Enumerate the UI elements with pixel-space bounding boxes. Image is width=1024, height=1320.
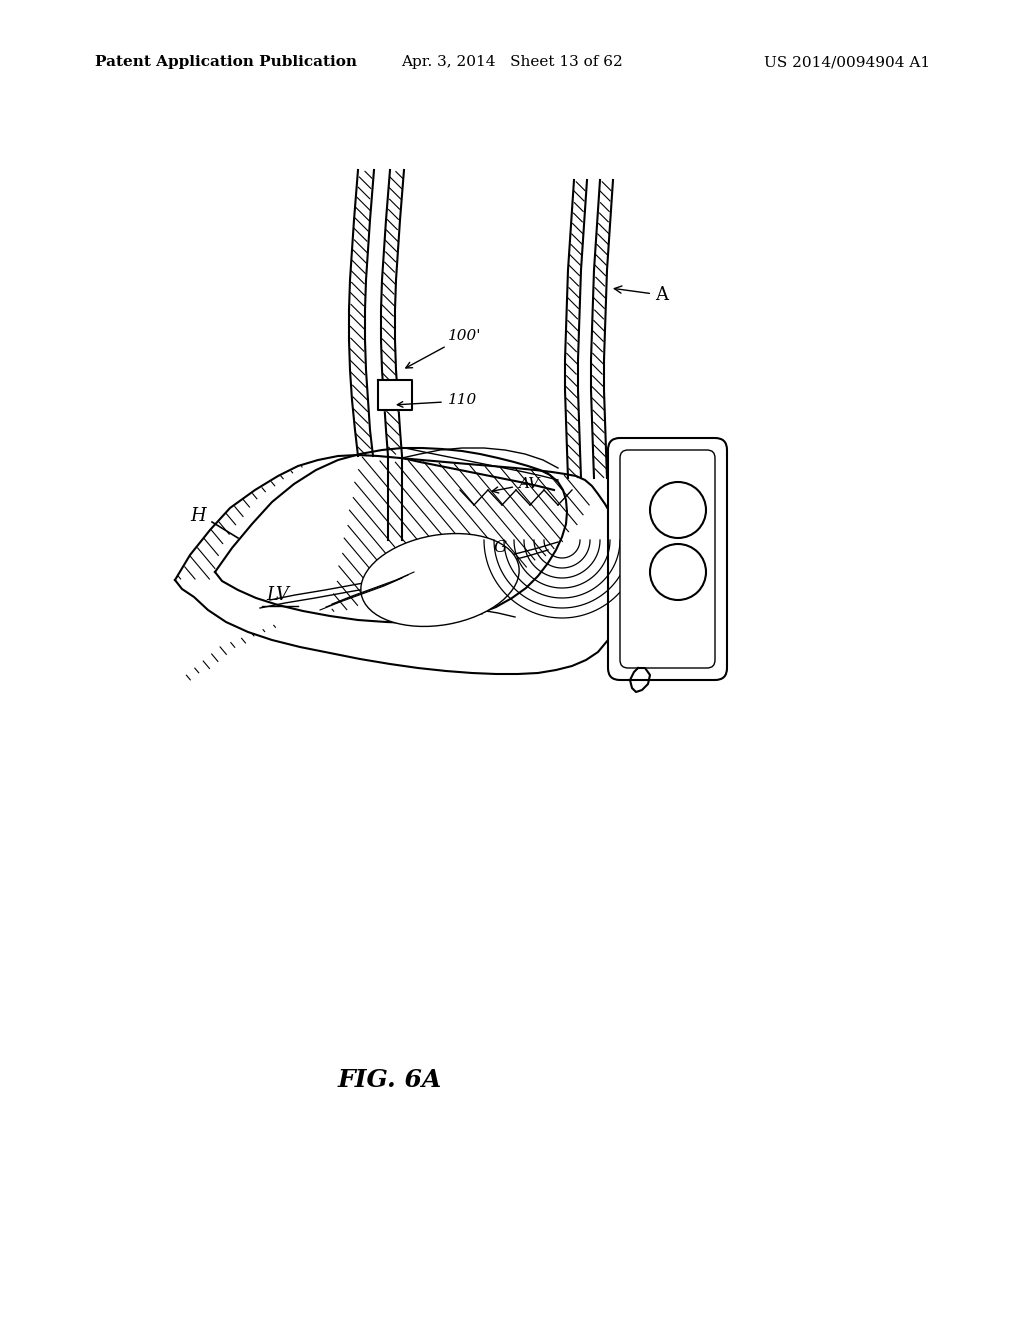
Ellipse shape <box>360 533 519 627</box>
Circle shape <box>650 544 706 601</box>
FancyBboxPatch shape <box>608 438 727 680</box>
Text: G: G <box>494 540 507 557</box>
Text: Apr. 3, 2014   Sheet 13 of 62: Apr. 3, 2014 Sheet 13 of 62 <box>401 55 623 69</box>
Text: FIG. 6A: FIG. 6A <box>338 1068 442 1092</box>
FancyBboxPatch shape <box>620 450 715 668</box>
Text: Patent Application Publication: Patent Application Publication <box>95 55 357 69</box>
Text: 100': 100' <box>406 329 481 368</box>
Text: LV: LV <box>266 586 290 605</box>
Text: A: A <box>614 286 668 304</box>
Circle shape <box>650 482 706 539</box>
Text: 110: 110 <box>449 393 477 407</box>
Text: AV: AV <box>493 477 540 492</box>
Polygon shape <box>378 380 412 411</box>
Text: H: H <box>190 507 206 525</box>
Text: US 2014/0094904 A1: US 2014/0094904 A1 <box>764 55 930 69</box>
